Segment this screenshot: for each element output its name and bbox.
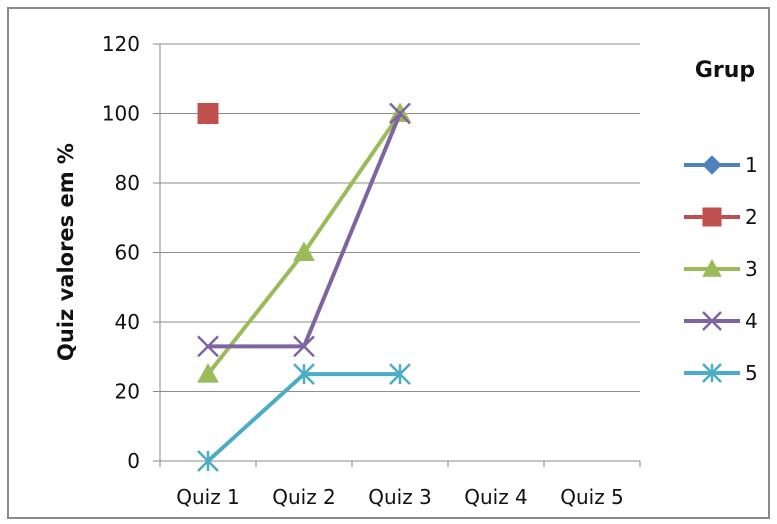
star-marker xyxy=(293,363,315,386)
star-marker xyxy=(702,363,722,383)
x-tick-label: Quiz 1 xyxy=(176,485,240,509)
diamond-marker xyxy=(702,155,722,175)
star-marker xyxy=(197,450,219,472)
x-marker xyxy=(702,311,722,331)
series-2 xyxy=(197,103,219,124)
legend-item-3: 3 xyxy=(684,257,758,281)
series-4 xyxy=(197,102,411,358)
star-marker xyxy=(389,363,411,386)
y-tick-label: 100 xyxy=(102,102,140,126)
triangle-marker xyxy=(197,363,219,383)
triangle-marker xyxy=(293,241,315,261)
legend-label: 5 xyxy=(745,361,758,385)
y-tick-label: 20 xyxy=(115,380,140,404)
legend-item-1: 1 xyxy=(684,153,758,177)
chart-border xyxy=(7,7,770,519)
x-marker-stroke xyxy=(197,335,219,358)
x-marker-stroke xyxy=(389,102,411,125)
x-axis-ticks: Quiz 1 Quiz 2 Quiz 3 Quiz 4 Quiz 5 xyxy=(159,461,641,509)
legend-label: 1 xyxy=(745,153,758,177)
legend-label: 2 xyxy=(745,205,758,229)
x-tick-label: Quiz 5 xyxy=(560,485,624,509)
series-5 xyxy=(197,363,411,472)
x-tick-label: Quiz 4 xyxy=(464,485,528,509)
x-marker-stroke xyxy=(293,335,315,358)
x-marker xyxy=(293,335,315,358)
legend-label: 4 xyxy=(745,309,758,333)
x-tick-label: Quiz 3 xyxy=(368,485,432,509)
x-marker-stroke xyxy=(702,311,722,331)
y-axis-ticks: 0 20 40 60 80 100 120 xyxy=(102,32,160,473)
x-marker xyxy=(389,102,411,125)
y-tick-label: 120 xyxy=(102,32,140,56)
x-tick-label: Quiz 2 xyxy=(272,485,336,509)
square-marker xyxy=(702,207,722,227)
y-tick-label: 60 xyxy=(115,241,140,265)
y-tick-label: 80 xyxy=(115,171,140,195)
legend-item-5: 5 xyxy=(684,361,758,385)
square-marker xyxy=(197,103,219,124)
legend-label: 3 xyxy=(745,257,758,281)
legend-title: Grup xyxy=(695,58,755,83)
x-marker xyxy=(197,335,219,358)
series-layer xyxy=(197,102,411,472)
legend-item-2: 2 xyxy=(684,205,758,229)
triangle-marker xyxy=(702,258,722,277)
legend: 1 2 3 4 5 xyxy=(684,153,758,385)
y-tick-label: 0 xyxy=(127,449,140,473)
y-axis-label: Quiz valores em % xyxy=(54,143,78,361)
y-tick-label: 40 xyxy=(115,310,140,334)
legend-item-4: 4 xyxy=(684,309,758,333)
